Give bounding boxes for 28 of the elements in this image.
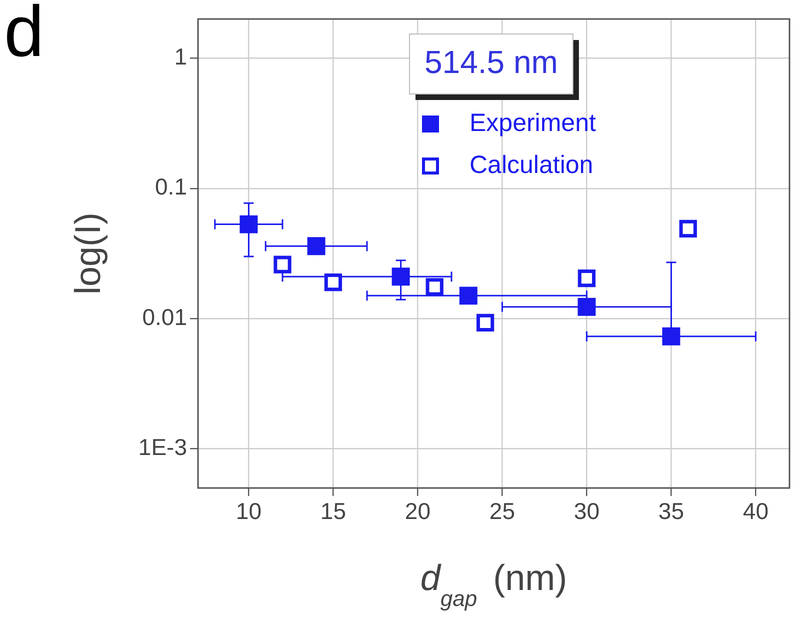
point <box>459 286 478 305</box>
point <box>476 314 494 332</box>
point <box>240 215 258 234</box>
legend-label: Calculation <box>470 150 594 179</box>
point <box>324 273 342 292</box>
y-tick-label: 0.01 <box>142 304 187 330</box>
point <box>307 237 326 256</box>
x-tick-label: 15 <box>320 498 346 524</box>
x-tick-label: 40 <box>742 498 768 524</box>
y-tick-label: 0.1 <box>155 174 187 200</box>
text: d <box>4 0 44 72</box>
legend-title: 514.5 nm <box>424 44 558 80</box>
y-axis-title: log(I) <box>66 212 108 295</box>
point <box>578 269 596 288</box>
point <box>274 256 292 274</box>
x-tick-label: 25 <box>489 498 515 524</box>
point <box>679 220 697 238</box>
y-tick-label: 1 <box>174 44 187 70</box>
x-tick-label: 20 <box>404 498 430 524</box>
point <box>392 268 410 286</box>
point <box>578 298 596 316</box>
y-tick-label: 1E-3 <box>138 434 187 460</box>
x-tick-label: 10 <box>236 498 262 524</box>
x-tick-label: 35 <box>658 498 684 524</box>
point <box>426 278 444 296</box>
point <box>662 327 680 346</box>
legend-label: Experiment <box>470 108 596 137</box>
x-tick-label: 30 <box>574 498 600 524</box>
